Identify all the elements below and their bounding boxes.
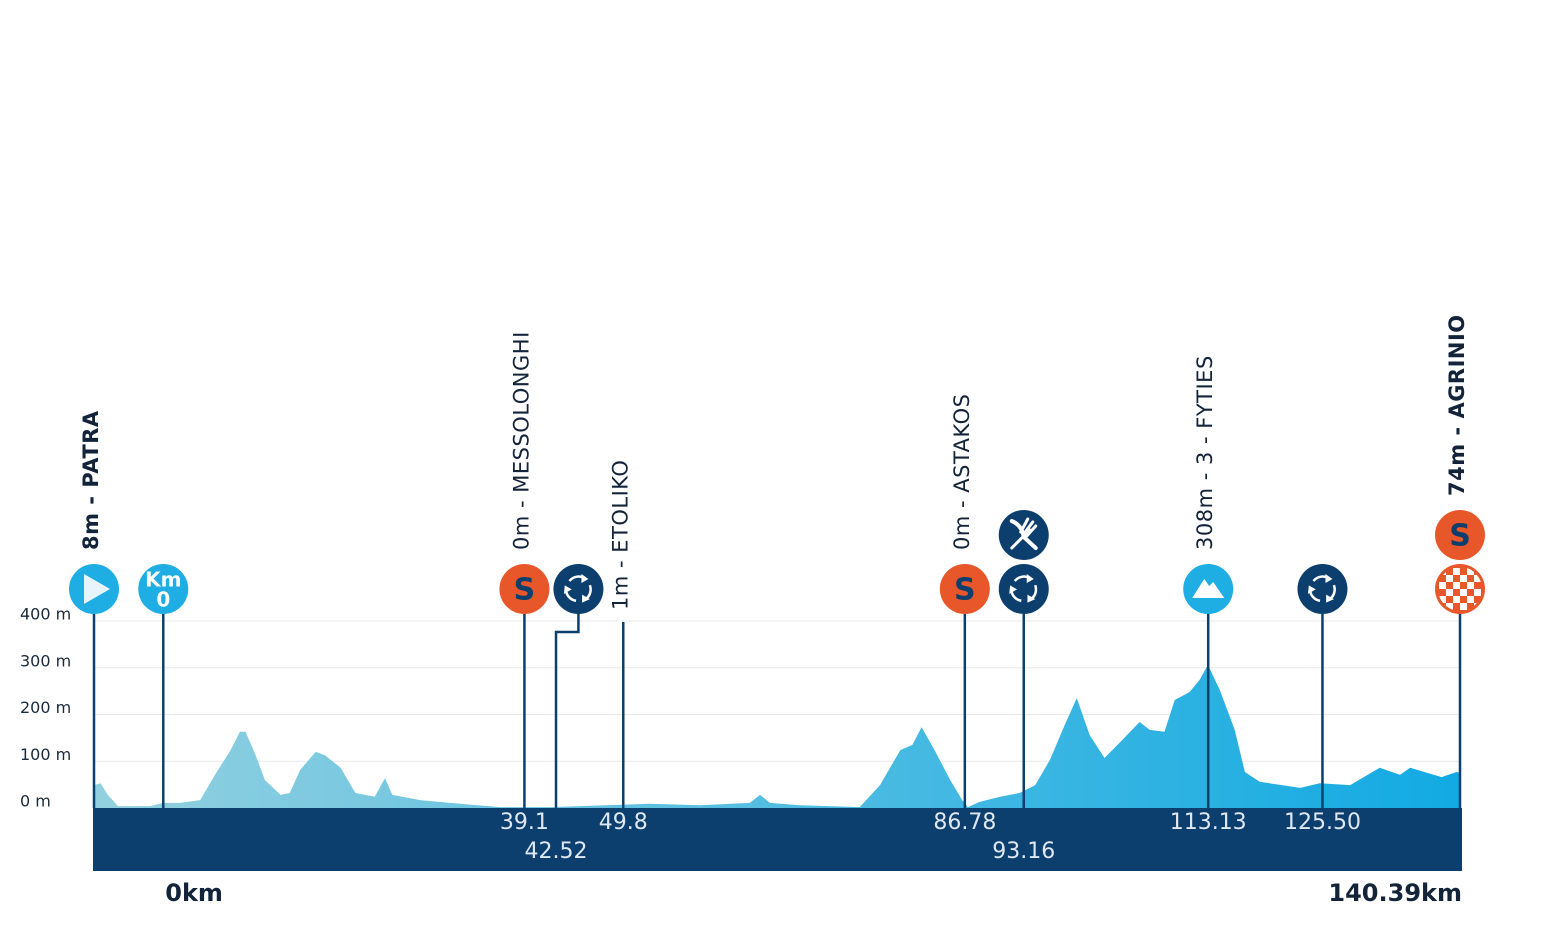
icon-glyph	[1009, 519, 1038, 550]
checker	[1460, 603, 1467, 610]
icon-circle	[553, 564, 604, 614]
icon-feed	[553, 564, 604, 614]
icon-glyph	[1009, 585, 1022, 603]
waypoint-label: 74m - AGRINIO	[1445, 314, 1469, 496]
icon-sprint: S	[499, 564, 550, 614]
waypoint-label: 0m - ASTAKOS	[950, 394, 974, 551]
checker	[1460, 589, 1467, 596]
icon-glyph	[1312, 574, 1333, 583]
icon-feed	[1297, 564, 1348, 614]
checker	[1467, 568, 1474, 575]
icon-glyph	[582, 584, 592, 603]
km-label: 86.78	[933, 810, 996, 835]
checker	[1446, 589, 1453, 596]
distance-band	[93, 808, 1462, 871]
icon-glyph	[1013, 574, 1034, 583]
icon-glyph	[1325, 574, 1333, 583]
icon-circle	[1297, 564, 1348, 614]
y-tick-label: 300 m	[20, 651, 71, 670]
icon-finish	[1435, 564, 1485, 614]
icon-glyph	[84, 574, 110, 604]
y-tick-label: 100 m	[20, 745, 71, 764]
icon-glyph	[1027, 584, 1038, 603]
icon-text: S	[1449, 519, 1471, 554]
y-tick-label: 0 m	[20, 792, 51, 811]
elevation-area	[94, 664, 1460, 808]
icon-circle	[499, 564, 550, 614]
checker	[1474, 575, 1481, 582]
icon-glyph	[1009, 585, 1018, 594]
waypoint-line	[554, 614, 580, 808]
icon-start	[69, 564, 119, 614]
checker	[1439, 582, 1446, 589]
checker	[1453, 596, 1460, 603]
waypoint-label: 308m - 3 - FYTIES	[1193, 355, 1217, 550]
y-tick-label: 200 m	[20, 698, 71, 717]
icon-text: Km	[145, 568, 181, 592]
km-label: 39.1	[500, 810, 549, 835]
checker	[1460, 575, 1467, 582]
icon-food	[998, 510, 1049, 560]
waypoint-label: 1m - ETOLIKO	[608, 460, 632, 610]
icon-glyph	[582, 594, 590, 603]
y-tick-label: 400 m	[20, 605, 71, 624]
icon-glyph	[581, 574, 589, 583]
checker	[1439, 596, 1446, 603]
km-label: 113.13	[1170, 810, 1247, 835]
icon-glyph	[568, 574, 589, 583]
km-label: 93.16	[992, 839, 1055, 864]
icon-glyph	[1192, 579, 1225, 598]
icon-circle	[998, 564, 1049, 614]
waypoint-label: 8m - PATRA	[79, 410, 103, 550]
icon-feed	[998, 564, 1049, 614]
distance-label: 0km	[165, 879, 223, 907]
icon-text: S	[954, 573, 976, 608]
icon-text: S	[514, 573, 536, 608]
icon-glyph	[563, 585, 577, 603]
icon-sprint: S	[1435, 510, 1485, 560]
icon-glyph	[1027, 594, 1036, 603]
icon-circle	[138, 564, 189, 614]
icon-glyph	[1326, 584, 1336, 603]
checker	[1467, 596, 1474, 603]
checker	[1474, 589, 1481, 596]
km-label: 49.8	[599, 810, 648, 835]
icon-circle	[939, 564, 990, 614]
km-label: 125.50	[1284, 810, 1361, 835]
icon-glyph	[1307, 585, 1321, 603]
distance-label: 140.39km	[1328, 879, 1462, 907]
icon-circle	[1435, 510, 1485, 560]
icon-glyph	[1010, 517, 1038, 550]
icon-km0: Km0	[138, 564, 189, 614]
waypoint-label: 0m - MESSOLONGHI	[509, 331, 533, 550]
checker	[1467, 582, 1474, 589]
icon-glyph	[563, 585, 572, 594]
icon-glyph	[1026, 574, 1034, 583]
checker	[1453, 568, 1460, 575]
icon-sprint: S	[939, 564, 990, 614]
icon-glyph	[1326, 594, 1334, 603]
km-label: 42.52	[525, 839, 588, 864]
checker	[1446, 575, 1453, 582]
icon-text: 0	[156, 588, 170, 612]
checker	[1453, 582, 1460, 589]
icon-kom	[1183, 564, 1234, 614]
icon-glyph	[1307, 585, 1316, 594]
checker	[1446, 603, 1453, 610]
